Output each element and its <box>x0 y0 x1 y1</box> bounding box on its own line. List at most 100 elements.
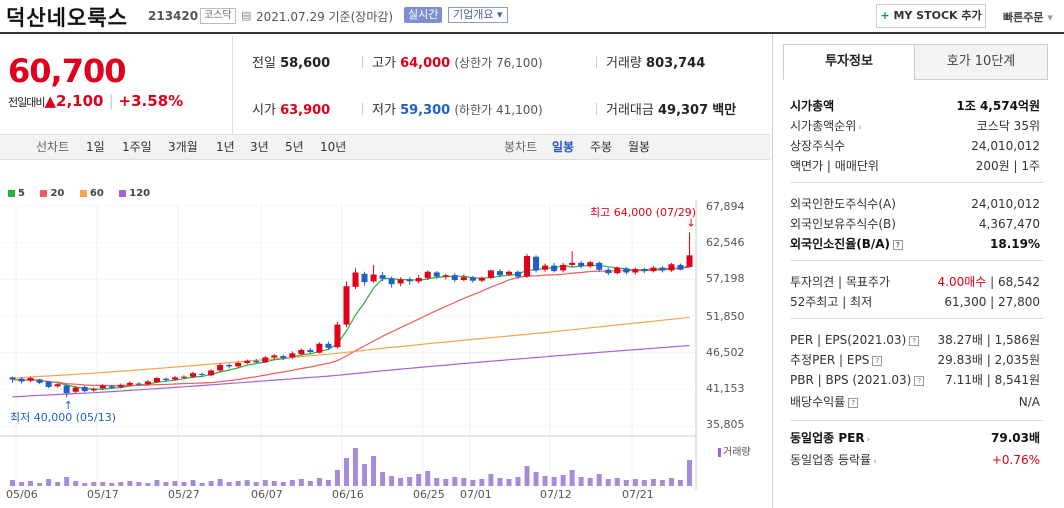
legend-ma60: 60 <box>79 188 110 199</box>
volume-bar <box>416 474 422 486</box>
high-arrow-icon: ↓ <box>686 217 695 230</box>
volume-bar <box>82 483 88 486</box>
y-tick: 35,805 <box>706 418 745 431</box>
info-key[interactable]: 시가총액순위 › <box>790 118 862 136</box>
info-value: 24,010,012 <box>971 139 1040 153</box>
chevron-right-icon: › <box>866 435 871 445</box>
volume-bar <box>461 478 467 486</box>
volume-bar <box>560 475 566 486</box>
lower-limit: (하한가 41,100) <box>454 103 543 117</box>
info-key: 추정PER | EPS? <box>790 352 883 368</box>
period-1w[interactable]: 1주일 <box>122 140 152 154</box>
divider <box>362 56 363 68</box>
help-icon[interactable]: ? <box>909 335 920 346</box>
tab-invest-info[interactable]: 투자정보 <box>783 44 915 80</box>
volume-bar <box>334 470 340 486</box>
info-value: 1조 4,574억원 <box>956 99 1040 113</box>
candle <box>415 277 422 282</box>
period-3y[interactable]: 3년 <box>250 140 269 154</box>
candle <box>226 365 233 367</box>
price-chart[interactable]: ↓↑ <box>0 200 704 490</box>
volume-bar <box>136 482 142 486</box>
candle <box>325 343 332 348</box>
volume-bar <box>181 482 187 486</box>
candle <box>271 355 278 358</box>
info-row: 추정PER | EPS? 29.83배 | 2,035원 <box>790 352 1040 370</box>
info-value: 79.03배 <box>991 431 1040 445</box>
volume-bar <box>190 480 196 486</box>
candle <box>587 262 594 267</box>
period-1y[interactable]: 1년 <box>216 140 235 154</box>
period-weekly[interactable]: 주봉 <box>590 140 613 154</box>
volume-bar <box>325 480 331 486</box>
volume-bar <box>217 479 223 486</box>
candle <box>487 270 494 278</box>
candle <box>542 265 549 270</box>
info-row: 액면가 | 매매단위 200원 | 1주 <box>790 158 1040 176</box>
volume-bar <box>686 460 692 486</box>
help-icon[interactable]: ? <box>893 239 904 250</box>
realtime-button[interactable]: 실시간 <box>404 7 443 23</box>
info-row: 외국인한도주식수(A) 24,010,012 <box>790 196 1040 214</box>
candle <box>614 267 621 274</box>
candle <box>424 271 431 278</box>
volume-bar <box>353 448 359 486</box>
period-3m[interactable]: 3개월 <box>168 140 198 154</box>
legend-ma120: 120 <box>119 188 156 199</box>
candle <box>289 353 296 358</box>
volume-axis-label: 거래량 <box>718 443 751 458</box>
stat-open: 시가 63,900 <box>252 99 330 118</box>
investment-info-panel: 투자정보 호가 10단계 시가총액 1조 4,574억원 시가총액순위 › 코스닥 3… <box>772 34 1064 508</box>
volume-bar <box>37 483 43 486</box>
tab-order-book[interactable]: 호가 10단계 <box>914 44 1048 80</box>
legend-label: 5 <box>18 188 25 199</box>
help-icon[interactable]: ? <box>914 375 925 386</box>
chevron-right-icon: › <box>858 123 862 133</box>
help-icon[interactable]: ? <box>848 397 859 408</box>
candle <box>126 382 133 385</box>
candle <box>469 277 476 281</box>
period-daily[interactable]: 일봉 <box>552 140 575 154</box>
candle <box>433 272 440 277</box>
candle <box>153 378 160 383</box>
legend-swatch <box>79 189 87 197</box>
legend-ma20: 20 <box>40 188 70 199</box>
info-key[interactable]: 동일업종 PER › <box>790 430 870 448</box>
info-value: 24,010,012 <box>971 197 1040 211</box>
volume-bar <box>380 472 386 486</box>
legend-swatch <box>8 189 15 197</box>
info-row: 외국인보유주식수(B) 4,367,470 <box>790 216 1040 234</box>
volume-bar <box>172 481 178 486</box>
candle <box>451 275 458 281</box>
period-monthly[interactable]: 월봉 <box>628 140 651 154</box>
help-icon[interactable]: ? <box>872 355 883 366</box>
up-arrow-icon: ▲ <box>44 92 57 110</box>
amount-value: 49,307 <box>657 103 709 118</box>
volume-swatch <box>718 447 721 457</box>
open-label: 시가 <box>252 103 276 118</box>
stock-header: 덕산네오룩스 213420 코스닥 ▤ 2021.07.29 기준(장마감) 실… <box>0 0 1064 34</box>
period-5y[interactable]: 5년 <box>285 140 304 154</box>
quick-order-button[interactable]: 빠른주문 ▾ <box>1003 9 1053 25</box>
divider <box>790 420 1044 421</box>
volume-axis-text: 거래량 <box>723 447 751 458</box>
volume-bar <box>407 477 413 486</box>
candle <box>388 278 395 285</box>
period-1d[interactable]: 1일 <box>86 140 105 154</box>
candle <box>605 269 612 274</box>
upper-limit: (상한가 76,100) <box>454 56 543 70</box>
add-my-stock-button[interactable]: + MY STOCK 추가 <box>876 4 986 28</box>
candle <box>199 373 206 375</box>
volume-bar <box>118 482 124 486</box>
divider <box>790 182 1044 183</box>
period-10y[interactable]: 10년 <box>320 140 347 154</box>
candle <box>442 275 449 277</box>
y-tick: 51,850 <box>706 310 745 323</box>
legend-ma5: 5 <box>8 188 31 199</box>
company-info-button[interactable]: 기업개요 ▾ <box>448 7 508 23</box>
candle <box>397 279 404 284</box>
info-key: 투자의견 | 목표주가 <box>790 275 890 289</box>
base-date: 2021.07.29 기준(장마감) <box>256 10 394 24</box>
info-key[interactable]: 동일업종 등락률 › <box>790 452 877 470</box>
candle <box>171 377 178 380</box>
